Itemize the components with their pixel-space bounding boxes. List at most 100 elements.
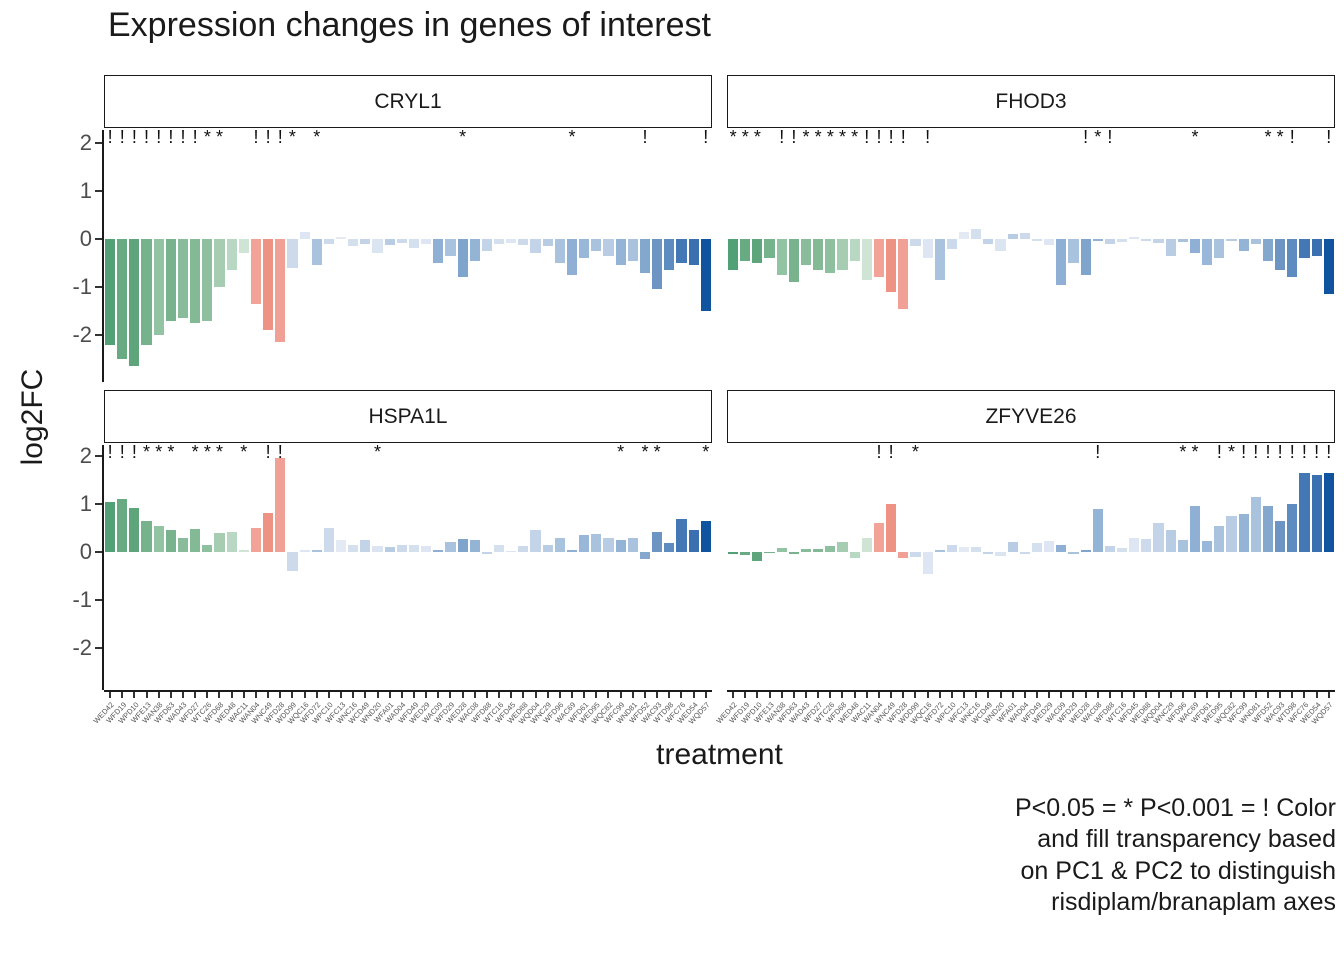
bar-FHOD3-WNC29 [1165,239,1176,256]
bar-FHOD3-WAC08 [1092,239,1103,241]
bar-slot: ! [1311,443,1322,690]
bar-slot: * [740,128,751,382]
bar-slot: ! [1250,443,1261,690]
bar-ZFYVE26-WNC16 [971,547,982,552]
x-tick-mark [744,692,747,698]
y-axis-line-top [102,130,104,382]
bar-HSPA1L-WQC16 [299,550,310,552]
bar-slot [971,445,982,690]
bar-slot [615,130,626,382]
x-tick-slot: WED54 [675,692,699,762]
x-tick-mark [510,692,513,698]
bar-FHOD3-WND20 [995,239,1006,251]
bar-HSPA1L-WAN04 [250,528,262,552]
bar-ZFYVE26-WFC13 [958,547,970,552]
bar-slot: ! [105,128,116,382]
bar-CRYL1-WFD96 [554,239,565,263]
bar-slot [396,130,407,382]
bar-ZFYVE26-WTC16 [1117,548,1128,552]
bar-slot: * [238,443,249,690]
bar-slot [995,130,1006,382]
bar-slot: * [214,443,225,690]
bar-slot [311,445,322,690]
x-axis-line-right [727,690,1335,692]
bar-HSPA1L-WDD99 [287,552,298,571]
bar-HSPA1L-WQD04 [530,530,541,552]
bar-HSPA1L-WTD98 [664,543,675,552]
x-tick-slot: WAC69 [554,692,578,762]
x-tick-slot: WNC49 [249,692,274,762]
bar-FHOD3-WND81 [1250,239,1261,244]
x-tick-slot: WED54 [1298,692,1322,762]
x-tick-mark [817,692,820,698]
significance-marker: * [203,442,211,462]
bar-CRYL1-WED54 [688,239,699,265]
x-tick-slot: WAD43 [165,692,189,762]
bar-slot [287,445,298,690]
significance-marker: * [568,127,576,147]
significance-marker: ! [1289,442,1295,462]
bar-slot: ! [1262,443,1274,690]
x-tick-mark [780,692,783,698]
x-tick-slot: WFD19 [727,692,751,762]
y-tick-label: -1 [72,587,92,612]
bar-slot [946,130,957,382]
bar-slot [408,130,420,382]
x-tick-slot: WFD88 [469,692,493,762]
bar-slot [299,445,310,690]
x-tick-mark [267,692,270,698]
bar-slot: ! [1092,442,1103,690]
bar-slot [1044,130,1055,382]
bar-slot [971,130,982,382]
plot-title: Expression changes in genes of interest [108,6,711,44]
x-tick-mark [1084,692,1087,698]
bar-slot: ! [141,128,152,382]
bar-slot [1056,445,1067,690]
significance-marker: ! [1326,442,1332,462]
bar-slot [934,445,945,690]
bar-HSPA1L-WTC26 [202,545,213,552]
x-tick-slot: WFE13 [752,692,775,762]
bar-slot [837,445,848,690]
x-tick-mark [680,692,683,698]
x-tick-mark [121,692,124,698]
bar-slot [177,445,189,690]
bar-CRYL1-WDD99 [287,239,298,268]
bar-FHOD3-WQC82 [1226,239,1237,241]
significance-marker: ! [1289,127,1295,147]
x-tick-mark [327,692,330,698]
bar-slot [1311,130,1322,382]
bar-slot [1226,130,1237,382]
x-tick-mark [1279,692,1282,698]
x-tick-slot: WFD49 [396,692,420,762]
x-tick-slot: WPC10 [311,692,335,762]
bar-CRYL1-WED42 [105,239,116,345]
bar-slot [335,130,347,382]
x-tick-mark [522,692,525,698]
significance-marker: ! [1083,127,1089,147]
bar-FHOD3-WFD61 [1202,239,1213,265]
bar-FHOD3-WDD99 [910,239,921,246]
bar-slot: * [457,128,468,382]
bar-FHOD3-WTD98 [1287,239,1298,277]
bar-CRYL1-WED48 [226,239,237,270]
bar-slot: * [1262,128,1274,382]
bar-HSPA1L-WFD19 [117,499,128,552]
bar-slot [728,445,739,690]
bar-slot [469,445,480,690]
bar-slot [421,445,432,690]
bar-FHOD3-WED28 [1080,239,1091,275]
bar-slot [764,445,775,690]
x-tick-mark [1060,692,1063,698]
bar-CRYL1-WFC13 [335,237,347,239]
bar-HSPA1L-WFD45 [506,551,517,552]
significance-marker: ! [642,127,648,147]
x-tick-slot: WFD28 [262,692,286,762]
bar-ZFYVE26-WCD49 [983,552,994,554]
significance-marker: ! [1095,442,1101,462]
x-tick-mark [1206,692,1209,698]
bar-FHOD3-WQD04 [1153,239,1164,243]
bar-ZFYVE26-WQC16 [922,552,933,574]
x-tick-slot: WTD98 [1274,692,1298,762]
bar-ZFYVE26-WPC10 [946,545,957,552]
